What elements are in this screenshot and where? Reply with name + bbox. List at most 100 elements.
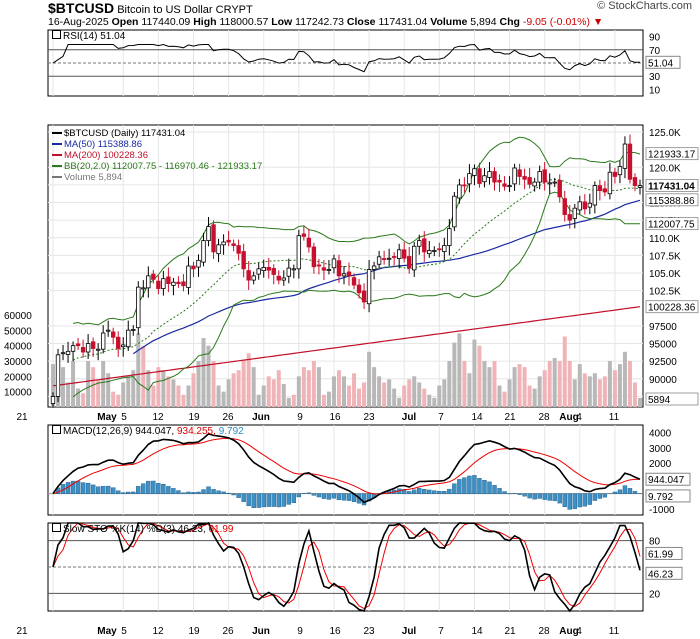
y-tick-label: 120.0K bbox=[649, 163, 681, 174]
volume-bar bbox=[296, 376, 301, 407]
candle bbox=[562, 198, 567, 215]
x-axis-label: Jun bbox=[252, 626, 270, 637]
volume-bar bbox=[542, 370, 547, 407]
candle bbox=[50, 396, 56, 404]
candle bbox=[85, 343, 91, 353]
candle bbox=[607, 171, 613, 195]
candle bbox=[351, 277, 357, 286]
candle bbox=[376, 256, 382, 265]
macd-histogram-bar bbox=[266, 493, 271, 507]
macd-histogram-bar bbox=[121, 492, 126, 494]
candle bbox=[211, 224, 216, 253]
rsi-tag: 51.04 bbox=[648, 58, 673, 69]
macd-histogram-bar bbox=[412, 489, 417, 494]
volume-bar bbox=[517, 364, 522, 407]
volume-bar bbox=[301, 367, 306, 407]
macd-histogram-bar bbox=[422, 489, 427, 494]
macd-histogram-bar bbox=[321, 493, 327, 499]
macd-histogram-bar bbox=[577, 493, 582, 508]
volume-bar bbox=[271, 379, 276, 407]
volume-bar bbox=[176, 385, 181, 407]
rsi-label: RSI(14) 51.04 bbox=[52, 30, 125, 42]
candle bbox=[80, 347, 86, 353]
macd-histogram-bar bbox=[216, 490, 221, 494]
candle bbox=[432, 250, 437, 252]
macd-histogram-bar bbox=[612, 491, 618, 494]
macd-histogram-bar bbox=[80, 482, 86, 494]
candle bbox=[95, 348, 101, 351]
macd-histogram-bar bbox=[211, 489, 216, 494]
price-tag-box bbox=[645, 392, 699, 406]
macd-tick-label: 3000 bbox=[649, 444, 672, 455]
volume-bar bbox=[407, 379, 412, 407]
volume-bar bbox=[306, 370, 311, 407]
macd-histogram-bar bbox=[146, 480, 151, 494]
volume-bar bbox=[241, 361, 246, 407]
volume-bar bbox=[592, 373, 597, 407]
volume-tick-label: 40000 bbox=[4, 342, 32, 353]
symbol: $BTCUSD bbox=[48, 0, 115, 16]
macd-histogram-bar bbox=[627, 488, 633, 494]
candle bbox=[286, 267, 292, 277]
candle bbox=[447, 228, 452, 246]
x-axis-label: 26 bbox=[222, 626, 234, 637]
macd-histogram-bar bbox=[191, 492, 196, 494]
volume-bar bbox=[617, 364, 622, 407]
y-tick-label: 110.0K bbox=[649, 234, 680, 245]
candle bbox=[281, 277, 286, 281]
candle bbox=[457, 184, 462, 199]
volume-bar bbox=[437, 385, 442, 407]
x-axis-label: 26 bbox=[222, 412, 234, 423]
macd-histogram-bar bbox=[497, 488, 502, 494]
candle bbox=[497, 179, 502, 183]
macd-histogram-bar bbox=[206, 486, 211, 494]
macd-histogram-bar bbox=[181, 492, 186, 494]
volume-bar bbox=[136, 333, 141, 407]
macd-histogram-bar bbox=[100, 486, 106, 494]
candle bbox=[557, 179, 562, 198]
macd-histogram-bar bbox=[472, 475, 477, 494]
volume-bar bbox=[106, 373, 111, 407]
volume-bar bbox=[502, 391, 507, 407]
y-tick-label: 102.5K bbox=[649, 287, 681, 298]
volume-bar bbox=[567, 361, 572, 407]
candle bbox=[587, 202, 593, 208]
sto-tick-label: 20 bbox=[649, 589, 661, 600]
candle bbox=[131, 329, 136, 331]
volume-bar bbox=[156, 367, 161, 407]
candle bbox=[346, 271, 352, 277]
volume-bar bbox=[216, 385, 221, 407]
price-tag: 100228.36 bbox=[648, 303, 696, 314]
macd-histogram-bar bbox=[547, 493, 552, 501]
exchange: CRYPT bbox=[215, 4, 253, 16]
price-tag-box bbox=[645, 217, 699, 231]
symbol-name: Bitcoin to US Dollar bbox=[117, 4, 213, 16]
bb-lower-line bbox=[72, 191, 641, 398]
candle bbox=[236, 245, 241, 254]
x-axis-label: 21 bbox=[504, 412, 516, 423]
macd-tick-label: 2000 bbox=[649, 459, 672, 470]
volume-bar bbox=[472, 339, 477, 407]
volume-bar bbox=[221, 391, 226, 407]
bb-middle-line bbox=[72, 178, 641, 361]
candle bbox=[582, 201, 588, 210]
x-axis-label: 4 bbox=[576, 412, 582, 423]
macd-tick-label: -1000 bbox=[649, 505, 675, 516]
x-axis-label: 11 bbox=[609, 412, 620, 423]
x-axis-label: May bbox=[97, 626, 117, 637]
volume-bar bbox=[367, 351, 372, 407]
macd-histogram-bar bbox=[151, 480, 156, 494]
volume-bar bbox=[487, 367, 492, 407]
macd-histogram-bar bbox=[241, 493, 246, 502]
volume-bar bbox=[316, 367, 321, 407]
volume-bar bbox=[146, 370, 151, 407]
macd-histogram-bar bbox=[136, 486, 141, 494]
volume-bar bbox=[582, 373, 587, 407]
macd-histogram-bar bbox=[346, 493, 352, 501]
x-axis-label: Aug bbox=[559, 626, 578, 637]
macd-histogram-bar bbox=[467, 475, 472, 494]
chart-header: $BTCUSD Bitcoin to US Dollar CRYPT bbox=[48, 0, 253, 16]
x-axis-label: 12 bbox=[152, 626, 164, 637]
y-tick-label: 95000 bbox=[649, 340, 677, 351]
rsi-line bbox=[52, 43, 640, 73]
